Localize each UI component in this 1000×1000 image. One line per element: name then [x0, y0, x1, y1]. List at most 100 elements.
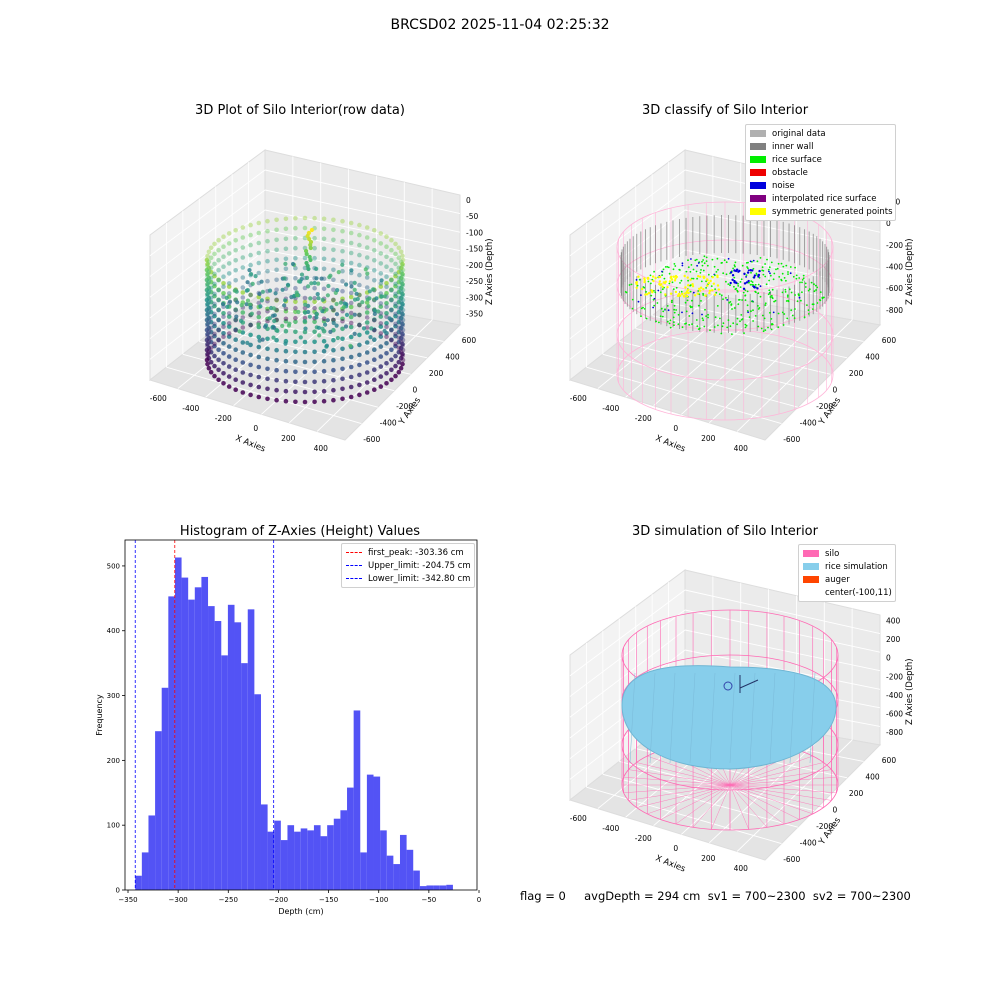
symmetric-point [651, 291, 654, 294]
histogram-bar [399, 834, 407, 890]
data-point [235, 300, 240, 305]
rice-surface-point [661, 315, 664, 318]
data-point [221, 234, 226, 239]
data-point [248, 332, 253, 338]
data-point [212, 333, 217, 339]
data-point [400, 317, 406, 323]
data-point [396, 339, 402, 345]
rice-surface-point [804, 282, 807, 285]
data-point [293, 275, 298, 281]
rice-surface-point [697, 262, 700, 264]
noise-point [752, 276, 756, 279]
rice-surface-point [662, 310, 665, 313]
z-axis-label: Z Axies (Depth) [485, 238, 495, 305]
rice-surface-point [667, 309, 670, 312]
rice-surface-point [804, 286, 807, 288]
data-point [368, 335, 373, 340]
data-point [306, 266, 311, 272]
rice-surface-point [690, 264, 693, 266]
rice-surface-point [733, 307, 736, 309]
silo-wireframe [692, 784, 731, 828]
rice-surface-point [808, 288, 811, 291]
x-tick-label: −300 [169, 896, 188, 904]
data-point [232, 288, 237, 293]
data-point [357, 372, 362, 378]
data-point [348, 394, 354, 400]
legend-label: rice surface [772, 154, 822, 165]
data-point [248, 382, 253, 388]
x-tick-label: 0 [477, 896, 481, 904]
data-point [233, 268, 238, 273]
silo-wireframe [729, 784, 837, 794]
rice-surface-point [765, 283, 768, 286]
rice-surface-point [759, 295, 762, 298]
data-point [357, 252, 362, 258]
data-point [208, 359, 214, 365]
data-point [384, 244, 389, 249]
data-point [265, 346, 270, 352]
data-point [216, 337, 221, 343]
data-point [206, 289, 212, 295]
data-point [205, 343, 210, 349]
rice-surface-point [671, 299, 673, 302]
data-point [372, 228, 377, 233]
rice-surface-point [653, 304, 656, 307]
rice-surface-point [800, 299, 802, 302]
data-point [274, 237, 279, 243]
data-point [208, 339, 214, 345]
silo-wireframe [636, 784, 731, 808]
rice-surface-point [821, 297, 824, 300]
data-point [361, 326, 367, 331]
legend-item: silo [799, 547, 895, 560]
data-point [331, 357, 336, 363]
silo-wireframe [647, 755, 731, 786]
data-point [221, 294, 226, 299]
legend-swatch [750, 156, 766, 163]
z-tick-label: -200 [466, 261, 483, 270]
data-point [302, 215, 308, 221]
data-point [212, 343, 217, 349]
legend-item: Lower_limit: -342.80 cm [342, 572, 474, 585]
data-point [378, 304, 384, 309]
data-point [325, 318, 330, 323]
histogram-bar [300, 828, 308, 890]
rice-surface-point [768, 270, 770, 273]
rice-surface-point [813, 283, 815, 286]
rice-surface-point [723, 259, 726, 262]
data-point [283, 308, 289, 314]
grid-line [684, 609, 881, 653]
mesh-line [809, 672, 816, 764]
data-point [372, 308, 378, 313]
rice-surface-point [675, 286, 678, 289]
z-tick-label: 0 [466, 196, 471, 205]
rice-surface-point [777, 262, 780, 265]
data-point [302, 379, 308, 385]
data-point [205, 291, 210, 297]
data-point [378, 231, 384, 236]
legend-item: original data [746, 127, 895, 140]
rice-surface-point [729, 325, 732, 328]
data-point [293, 379, 298, 385]
data-point [257, 291, 262, 297]
symmetric-point [673, 279, 677, 282]
data-point [208, 325, 214, 331]
rice-surface-point [731, 308, 733, 310]
data-point [216, 247, 221, 253]
rice-surface-point [705, 256, 708, 259]
data-point [274, 347, 279, 353]
data-point [208, 269, 214, 275]
noise-point [757, 273, 761, 277]
grid-line [635, 328, 831, 375]
data-point [233, 337, 238, 342]
rice-surface-point [686, 299, 689, 302]
rice-surface-point [647, 280, 650, 283]
data-point [312, 319, 317, 325]
noise-point [729, 271, 733, 274]
symmetric-point [717, 288, 720, 291]
data-point [298, 335, 303, 340]
data-point [240, 315, 246, 320]
rice-surface-point [673, 324, 675, 327]
data-point [393, 273, 398, 279]
data-point [357, 222, 362, 228]
chart-title: 3D simulation of Silo Interior [632, 524, 818, 539]
